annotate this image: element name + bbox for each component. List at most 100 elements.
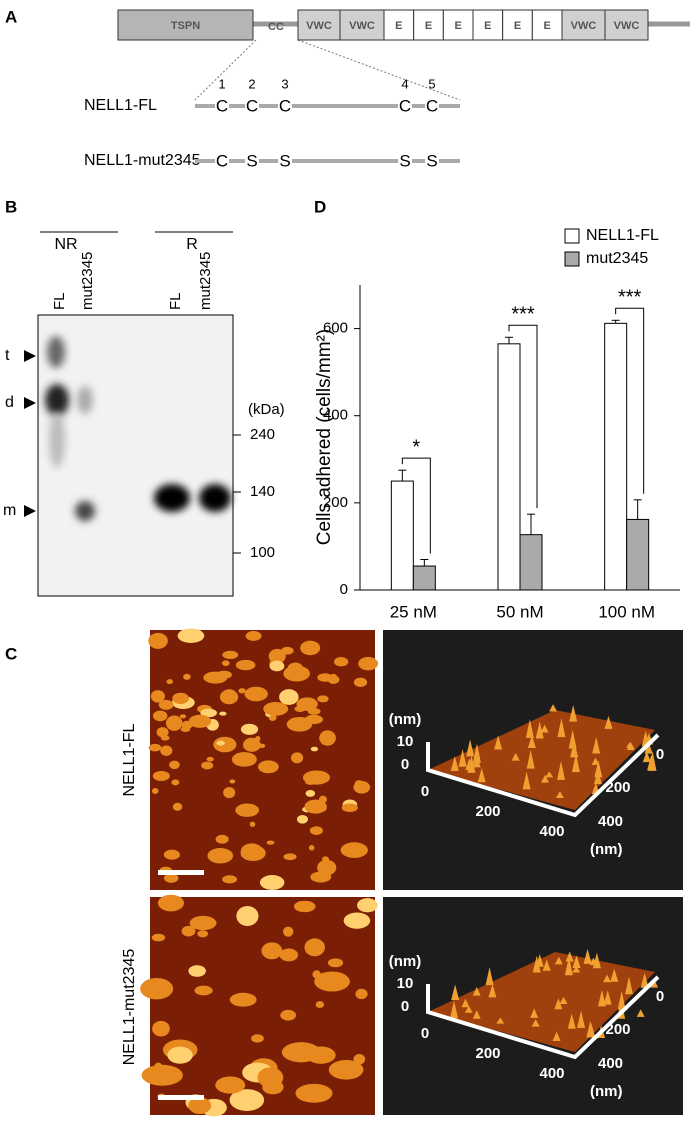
particle: [340, 842, 368, 858]
particle: [245, 631, 262, 641]
particle: [188, 965, 206, 977]
particle: [268, 648, 286, 664]
peak: [640, 972, 649, 988]
significance-bracket: [615, 307, 645, 494]
peak: [650, 979, 659, 988]
peak: [610, 968, 619, 982]
peak: [511, 752, 520, 761]
x-tick-label: 25 nM: [390, 602, 437, 621]
peak: [450, 1000, 459, 1019]
peak: [604, 715, 613, 729]
residue: S: [399, 151, 410, 170]
band: [75, 501, 95, 521]
particle: [315, 1001, 325, 1008]
particle: [207, 848, 234, 864]
peak: [577, 1010, 586, 1028]
group-label: R: [186, 236, 198, 253]
domain-label: E: [543, 20, 550, 32]
peak: [496, 1017, 505, 1024]
axis-3d-label: 200: [475, 1045, 500, 1062]
peak: [569, 705, 578, 722]
particle: [169, 760, 180, 770]
axis-3d-label: (nm): [389, 711, 422, 728]
particle: [167, 1046, 193, 1064]
marker-label: 140: [250, 483, 275, 500]
particle: [177, 628, 205, 643]
particle: [235, 659, 256, 671]
significance: *: [412, 436, 420, 458]
smear: [49, 412, 65, 468]
axis-3d-label: 0: [656, 746, 664, 763]
particle: [171, 779, 180, 786]
residue: C: [399, 96, 411, 115]
peak: [587, 1023, 596, 1038]
particle: [222, 875, 238, 884]
domain-label: TSPN: [171, 20, 200, 32]
axis-3d-label: 200: [605, 779, 630, 796]
residue: C: [426, 96, 438, 115]
particle: [355, 988, 368, 1000]
residue-number: 4: [401, 76, 408, 91]
significance-bracket: [508, 324, 538, 509]
particle: [157, 894, 185, 912]
peak: [458, 748, 467, 767]
peak: [571, 753, 580, 773]
particle: [296, 814, 308, 824]
residue-bg: [398, 97, 412, 115]
peak: [554, 998, 563, 1010]
particle: [317, 859, 337, 876]
surface: [428, 952, 655, 1052]
particle: [281, 1042, 321, 1063]
particle: [333, 657, 349, 667]
particle: [312, 970, 321, 979]
particle: [151, 788, 159, 794]
bar: [497, 343, 521, 591]
particle: [327, 958, 344, 968]
peak: [552, 1031, 561, 1042]
particle: [280, 1009, 297, 1021]
domains: TSPN CC VWC VWC E E E E E E VWC VWC: [117, 9, 649, 41]
particle: [183, 673, 191, 680]
residue-bg: [425, 152, 439, 170]
residue: S: [426, 151, 437, 170]
residue-number: 3: [281, 76, 288, 91]
particle: [165, 715, 183, 731]
particle: [279, 689, 299, 705]
marker-label: 240: [250, 426, 275, 443]
peak: [591, 757, 600, 765]
particle: [229, 1089, 265, 1111]
domain: [604, 9, 649, 41]
y-tick-label: 0: [340, 581, 348, 598]
particle: [152, 770, 170, 781]
particle: [200, 708, 217, 718]
particle: [354, 780, 364, 788]
afm-images: (nm)1000200400(nm)0200400(nm)1000200400(…: [140, 628, 683, 1117]
particle: [179, 714, 187, 719]
domain-label: VWC: [571, 20, 597, 32]
domain-label: VWC: [349, 20, 375, 32]
domain: [561, 9, 606, 41]
peak: [603, 990, 612, 1005]
particle: [308, 845, 315, 851]
peak: [472, 743, 481, 763]
particle: [243, 737, 261, 752]
significance-bracket: [401, 457, 431, 554]
particle: [181, 720, 193, 730]
lane-label: FL: [167, 292, 184, 310]
peak: [525, 719, 534, 738]
peak: [597, 989, 606, 1007]
domain: [339, 9, 385, 41]
scale-bar: [158, 870, 204, 875]
particle: [219, 711, 227, 716]
peak: [626, 742, 635, 750]
domain-label: E: [514, 20, 521, 32]
particle: [309, 826, 323, 835]
arrowheads: [24, 350, 36, 517]
peak: [450, 756, 459, 772]
particle: [249, 821, 256, 827]
particle: [148, 743, 162, 752]
particle: [229, 779, 236, 784]
peak: [592, 952, 601, 969]
gel-bands: [45, 336, 231, 521]
